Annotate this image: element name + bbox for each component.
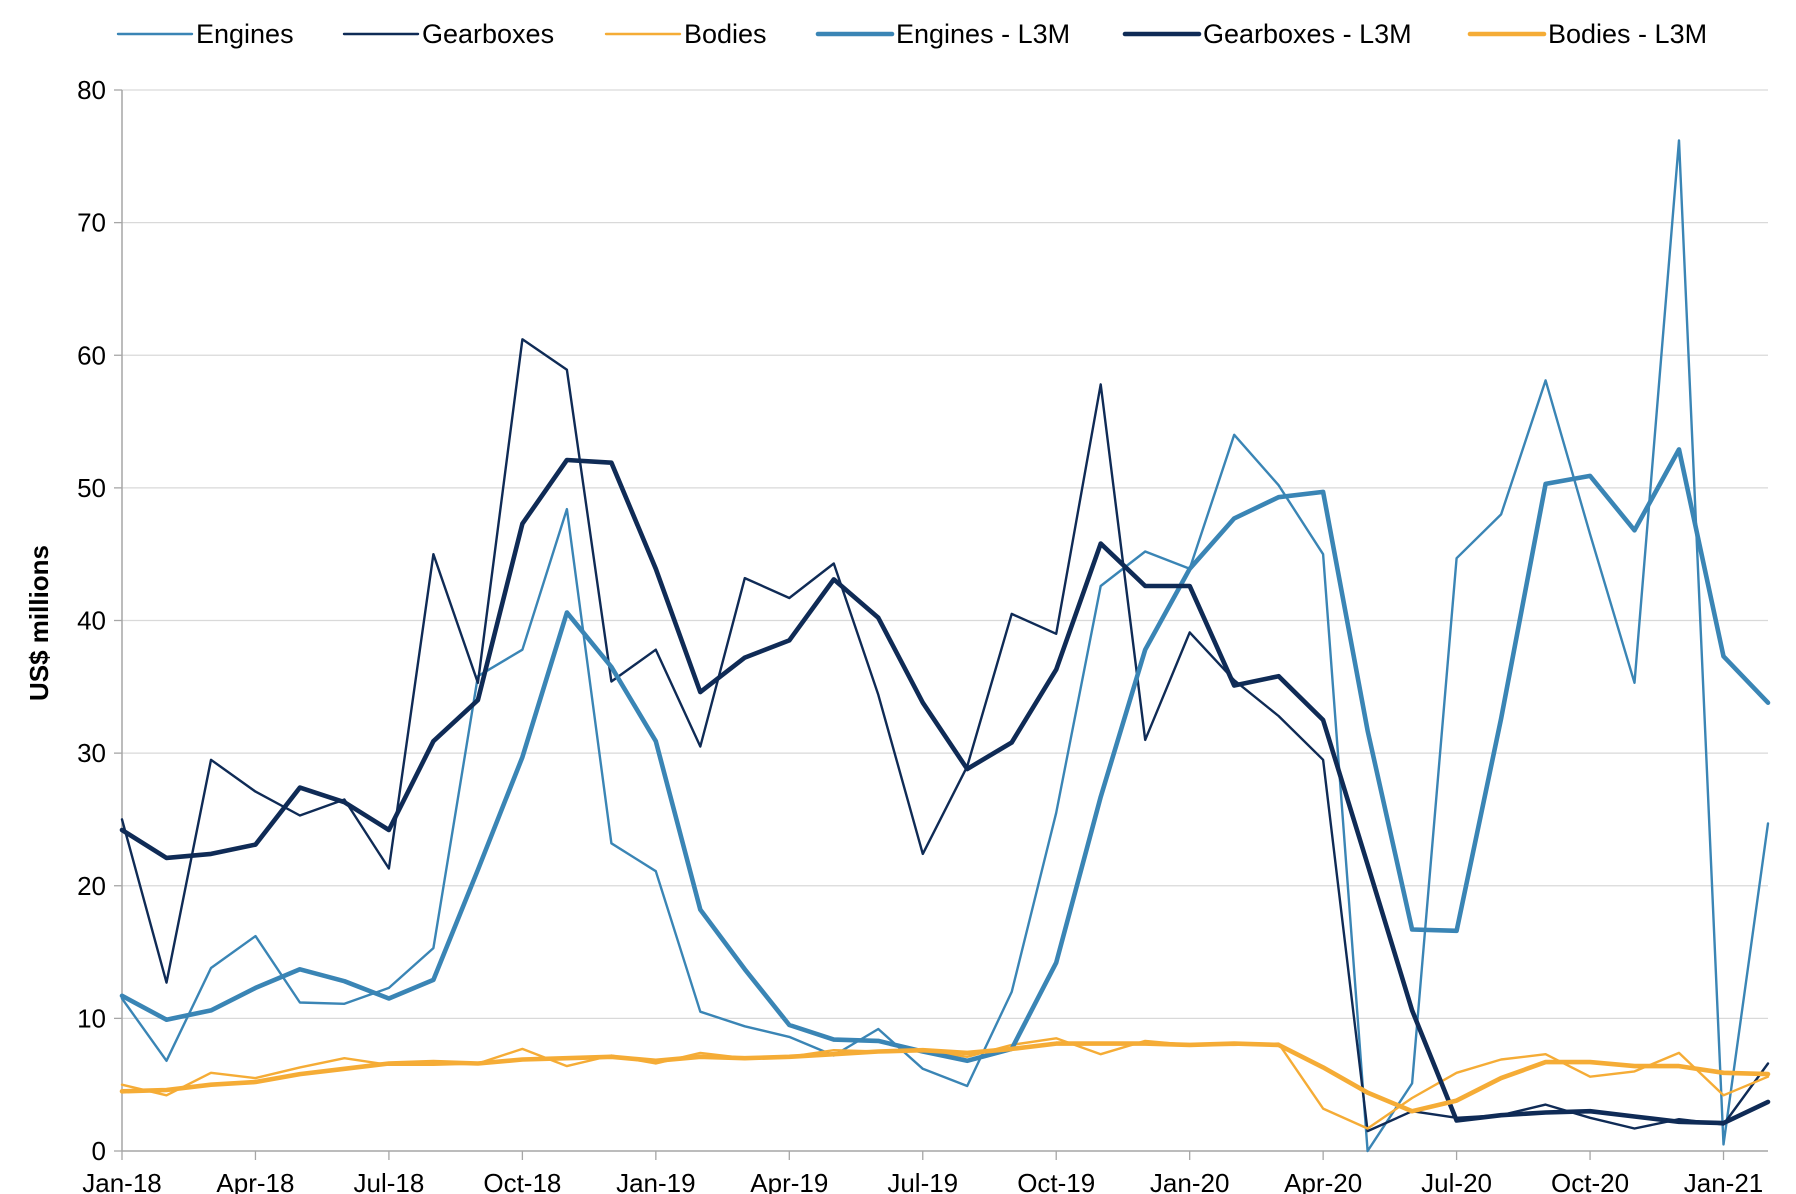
x-axis-ticks: Jan-18 Apr-18 Jul-18 Oct-18 Jan-19 Apr-19 Jul-…	[82, 1151, 1763, 1194]
x-tick-label: Jan-18	[82, 1168, 162, 1194]
series-line-gearboxes-l3m	[119, 457, 1771, 1126]
legend-item: Bodies	[604, 19, 767, 49]
y-axis-title: US$ millions	[24, 545, 54, 701]
x-tick-label: Jan-21	[1684, 1168, 1764, 1194]
x-tick-label: Oct-19	[1017, 1168, 1095, 1194]
legend-item: Engines	[116, 19, 294, 49]
x-tick-label: Jan-19	[616, 1168, 696, 1194]
x-tick-label: Jul-20	[1421, 1168, 1492, 1194]
y-tick-label: 60	[77, 340, 106, 370]
x-tick-label: Jan-20	[1150, 1168, 1230, 1194]
gridlines	[122, 89, 1768, 1020]
legend-item: Gearboxes - L3M	[1122, 19, 1412, 49]
y-tick-label: 70	[77, 208, 106, 238]
series-line-engines	[120, 139, 1770, 1153]
legend-item: Gearboxes	[342, 19, 554, 49]
y-tick-label: 20	[77, 871, 106, 901]
series-group	[119, 139, 1771, 1153]
legend-label: Gearboxes - L3M	[1203, 19, 1412, 49]
legend-label: Engines - L3M	[896, 19, 1070, 49]
legend-label: Bodies - L3M	[1548, 19, 1707, 49]
x-tick-label: Jul-18	[354, 1168, 425, 1194]
y-tick-label: 80	[77, 75, 106, 105]
x-tick-label: Oct-20	[1551, 1168, 1629, 1194]
y-tick-label: 10	[77, 1003, 106, 1033]
x-tick-label: Jul-19	[887, 1168, 958, 1194]
x-tick-label: Apr-19	[750, 1168, 828, 1194]
legend-label: Bodies	[684, 19, 767, 49]
y-tick-label: 40	[77, 606, 106, 636]
legend-item: Engines - L3M	[815, 19, 1070, 49]
series-line-bodies-l3m	[119, 1041, 1771, 1114]
legend-label: Gearboxes	[422, 19, 554, 49]
legend-item: Bodies - L3M	[1467, 19, 1707, 49]
legend-label: Engines	[196, 19, 294, 49]
x-tick-label: Apr-18	[216, 1168, 294, 1194]
x-tick-label: Apr-20	[1284, 1168, 1362, 1194]
y-tick-label: 0	[92, 1136, 106, 1166]
legend: Engines Gearboxes Bodies Engines - L3M Gearb…	[116, 19, 1707, 49]
x-tick-label: Oct-18	[483, 1168, 561, 1194]
y-tick-label: 50	[77, 473, 106, 503]
series-line-engines-l3m	[119, 447, 1771, 1064]
y-tick-label: 30	[77, 738, 106, 768]
y-axis-ticks: 0 10 20 30 40 50 60 70 80	[77, 75, 122, 1166]
